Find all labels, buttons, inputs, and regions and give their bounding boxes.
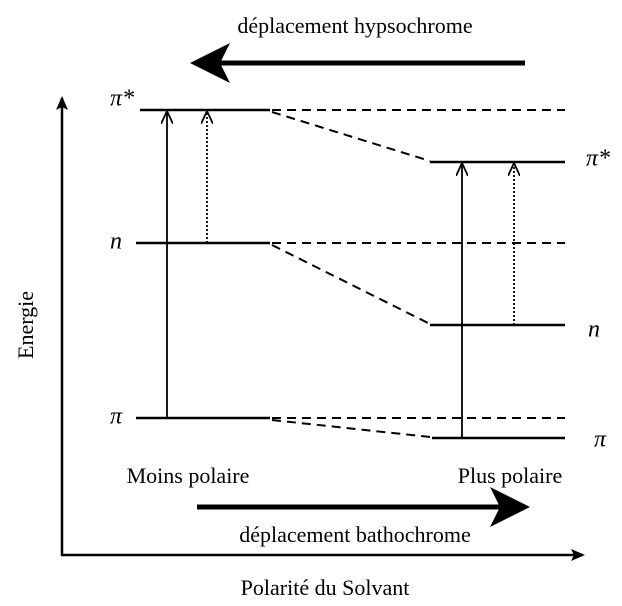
left-label: Moins polaire (127, 463, 250, 488)
dashed-line (271, 419, 431, 438)
dashed-line (271, 244, 431, 325)
left-levels (136, 108, 270, 420)
bottom-arrow-label: déplacement bathochrome (239, 522, 471, 547)
level-label: n (588, 317, 600, 343)
dashed-line (271, 111, 431, 162)
right-label: Plus polaire (458, 463, 563, 488)
top-label: déplacement hypsochrome (237, 13, 472, 38)
y-axis-label: Energie (13, 291, 38, 359)
x-axis-label: Polarité du Solvant (241, 575, 410, 600)
level-label: π* (110, 86, 134, 112)
right-levels (430, 160, 565, 440)
dashed-links (271, 109, 565, 438)
level-label: π (594, 427, 607, 453)
level-label: n (110, 229, 122, 255)
level-label: π* (586, 146, 610, 172)
level-label: π (110, 404, 123, 430)
